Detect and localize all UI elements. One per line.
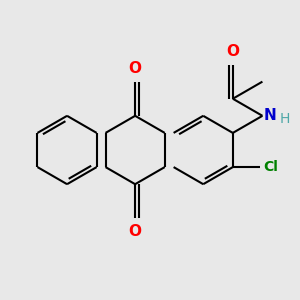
Text: O: O <box>226 44 239 59</box>
Text: Cl: Cl <box>263 160 278 174</box>
Text: O: O <box>129 224 142 239</box>
Text: N: N <box>264 108 277 123</box>
Text: O: O <box>129 61 142 76</box>
Text: H: H <box>280 112 290 126</box>
